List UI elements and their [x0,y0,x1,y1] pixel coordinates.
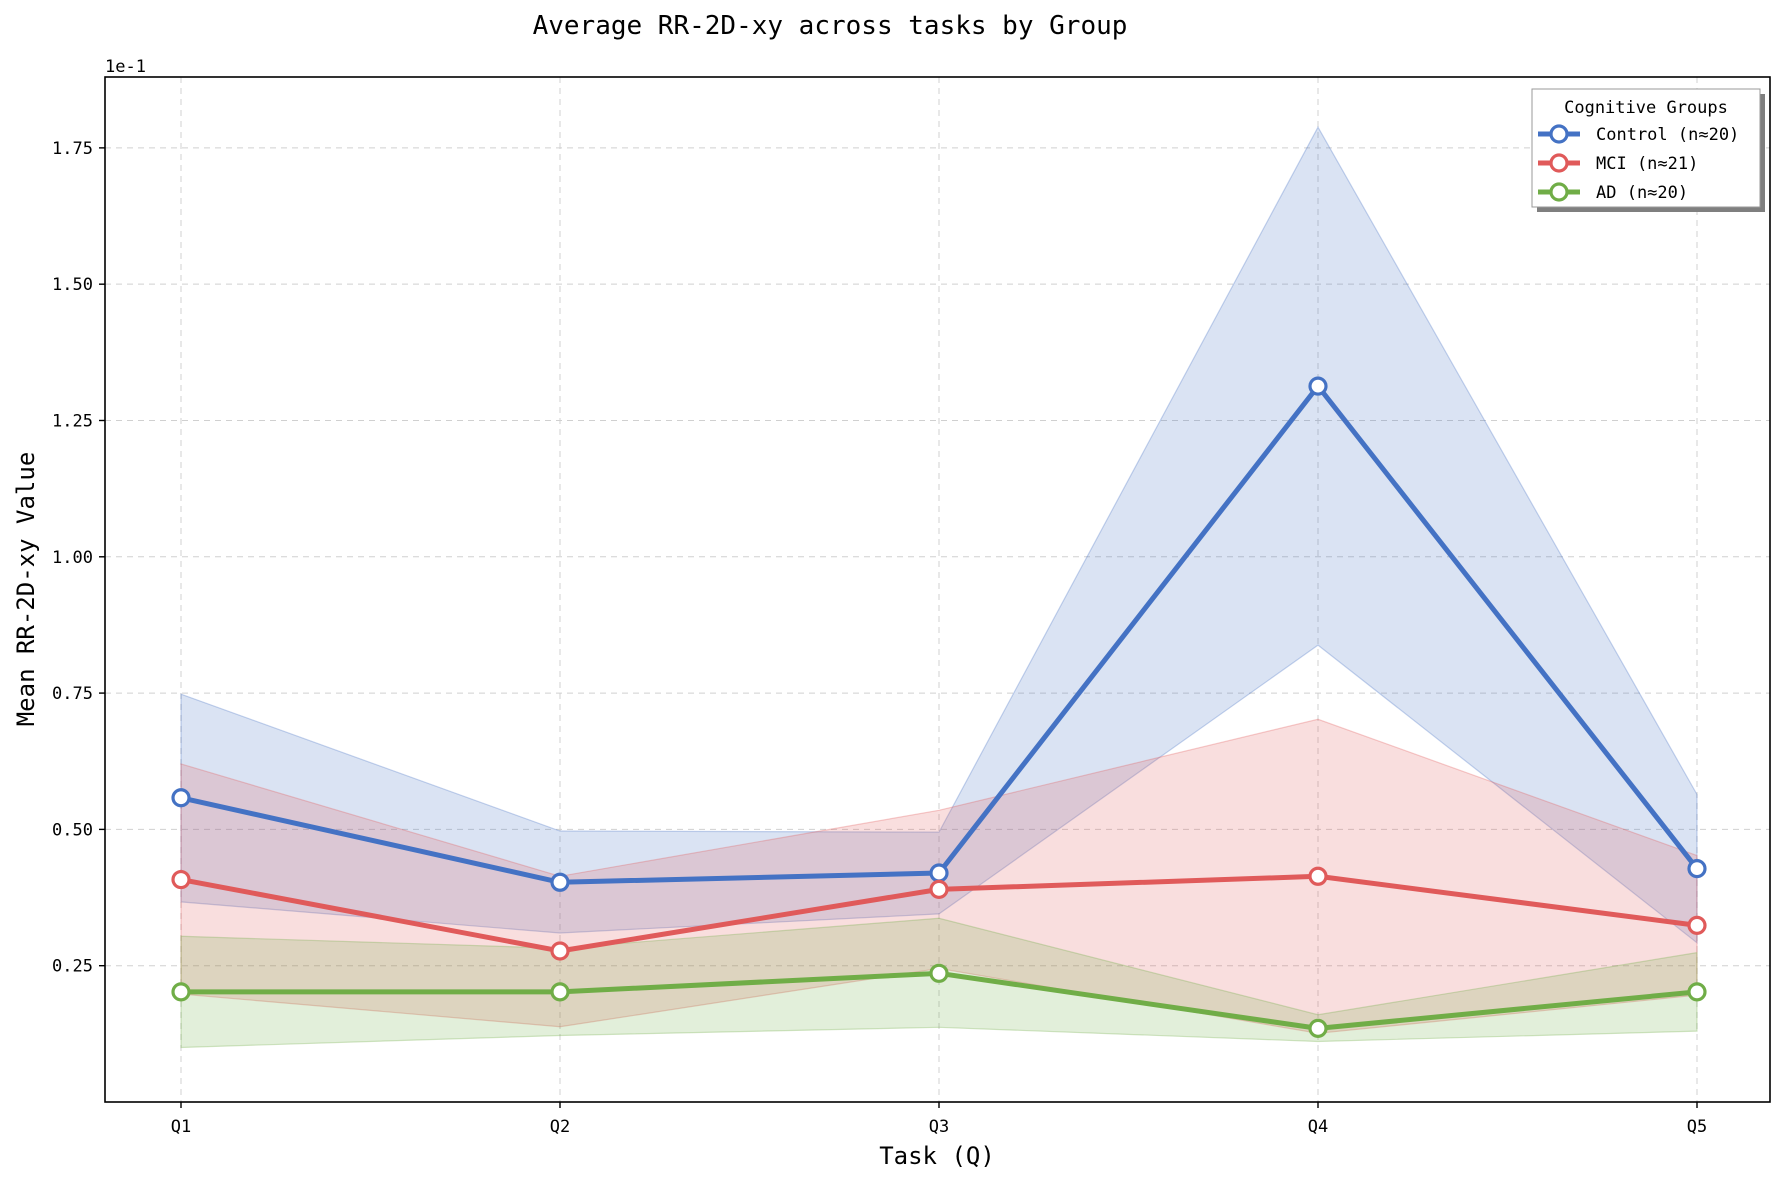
data-point [1308,866,1328,886]
x-tick-label: Q1 [171,1117,191,1137]
legend-title: Cognitive Groups [1564,98,1728,118]
data-point [929,879,949,899]
y-axis: 0.25 0.50 0.75 1.00 1.25 1.50 1.75 [52,139,105,977]
chart-title: Average RR-2D-xy across tasks by Group [533,11,1128,41]
y-tick-label: 0.25 [52,957,93,977]
legend-box [1531,88,1761,208]
y-tick-label: 0.50 [52,820,93,840]
y-offset-label: 1e-1 [105,57,146,77]
data-point [929,863,949,883]
x-tick-label: Q5 [1687,1117,1707,1137]
legend-marker [1549,153,1569,173]
x-tick-label: Q3 [929,1117,949,1137]
plot-frame [104,76,1771,1103]
legend-label: AD (n≈20) [1596,183,1688,203]
x-axis-title: Task (Q) [879,1142,995,1170]
data-point [929,963,949,983]
data-point [1308,376,1328,396]
data-point [1687,859,1707,879]
x-axis: Q1 Q2 Q3 Q4 Q5 [171,1102,1707,1137]
plot-area [104,76,1771,1103]
data-point [1687,915,1707,935]
legend-label: MCI (n≈21) [1596,154,1698,174]
y-tick-label: 1.25 [52,411,93,431]
legend: Cognitive Groups Control (n≈20) MCI (n≈21… [1531,88,1765,212]
x-tick-label: Q4 [1308,1117,1328,1137]
y-tick-label: 1.75 [52,139,93,159]
data-point [550,941,570,961]
legend-label: Control (n≈20) [1596,125,1739,145]
data-point [550,982,570,1002]
series-markers [171,376,1707,1038]
data-point [1308,1018,1328,1038]
y-tick-label: 1.50 [52,275,93,295]
legend-marker [1549,182,1569,202]
y-tick-label: 0.75 [52,684,93,704]
y-axis-title: Mean RR-2D-xy Value [12,452,40,727]
x-tick-label: Q2 [550,1117,570,1137]
data-point [171,982,191,1002]
data-point [1687,982,1707,1002]
data-point [550,872,570,892]
legend-marker [1549,124,1569,144]
grid-lines [105,77,1770,1102]
data-point [171,869,191,890]
data-point [171,788,191,808]
y-tick-label: 1.00 [52,548,93,568]
confidence-band [180,125,1698,945]
